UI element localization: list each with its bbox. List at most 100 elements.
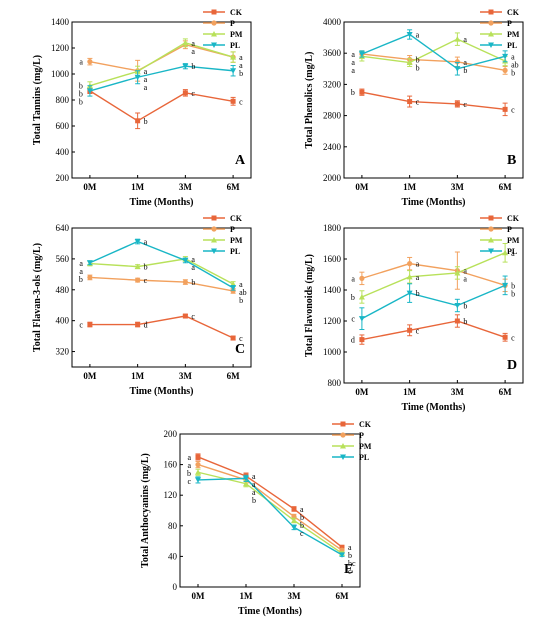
- legend-item-pm: PM: [203, 236, 243, 245]
- significance-letter: b: [191, 278, 195, 287]
- series-pm: [86, 255, 237, 287]
- panel-label: B: [507, 153, 516, 168]
- data-point: [230, 288, 236, 294]
- significance-letter: a: [239, 280, 243, 289]
- legend-item-pl: PL: [332, 453, 369, 462]
- x-tick-label: 0M: [83, 371, 97, 381]
- y-tick-label: 200: [164, 429, 178, 439]
- x-axis-title: Time (Months): [402, 197, 466, 208]
- legend-label: P: [230, 225, 235, 234]
- legend-label: P: [507, 225, 512, 234]
- series-pm: [358, 243, 509, 304]
- series-ck: [87, 87, 236, 130]
- data-point: [407, 261, 413, 267]
- series-line: [89, 240, 234, 289]
- series-line: [89, 42, 234, 87]
- series-line: [89, 276, 234, 292]
- data-point: [182, 279, 188, 285]
- data-point: [86, 260, 93, 266]
- data-point: [195, 469, 201, 475]
- significance-letter: b: [300, 521, 304, 530]
- significance-letter: b: [239, 69, 243, 78]
- legend-label: PL: [230, 247, 240, 256]
- data-point: [135, 118, 141, 124]
- data-point: [182, 313, 188, 319]
- y-tick-label: 3600: [323, 48, 342, 58]
- data-point: [291, 506, 297, 512]
- significance-letter: b: [191, 62, 195, 71]
- series-pl: [358, 275, 509, 331]
- significance-letter: b: [511, 289, 515, 298]
- series-pl: [195, 474, 345, 558]
- data-point: [87, 59, 93, 65]
- y-tick-label: 1600: [323, 254, 342, 264]
- x-tick-label: 1M: [131, 182, 145, 192]
- y-tick-label: 480: [56, 285, 70, 295]
- significance-letter: a: [416, 30, 420, 39]
- significance-letter: a: [144, 67, 148, 76]
- legend-marker: [488, 31, 494, 37]
- legend-marker: [488, 9, 494, 15]
- legend-item-pl: PL: [203, 41, 240, 50]
- y-tick-label: 800: [56, 95, 70, 105]
- significance-letter: a: [416, 273, 420, 282]
- legend-label: PL: [359, 453, 369, 462]
- significance-letter: c: [348, 567, 352, 576]
- data-point: [358, 293, 365, 300]
- data-point: [134, 239, 141, 245]
- legend-marker: [211, 9, 217, 15]
- series-ck: [359, 88, 508, 117]
- legend-item-pl: PL: [480, 41, 517, 50]
- plot-frame: [71, 227, 252, 368]
- y-tick-label: 40: [168, 551, 178, 561]
- x-tick-label: 3M: [451, 182, 465, 192]
- series-line: [361, 320, 506, 341]
- significance-letter: a: [511, 52, 515, 61]
- significance-letter: b: [463, 302, 467, 311]
- y-axis-title: Total Phenolics (mg/L): [304, 52, 315, 149]
- y-tick-label: 160: [164, 460, 178, 470]
- series-line: [361, 252, 506, 298]
- chart-panel-a: 200 400 600 800 1000 1200 1400 0M 1M 3M 6M Time (Mo…: [32, 8, 252, 208]
- data-point: [454, 66, 461, 72]
- series-pm: [86, 38, 237, 91]
- plot-frame: [179, 433, 361, 588]
- significance-letter: c: [416, 326, 420, 335]
- y-tick-label: 200: [56, 173, 70, 183]
- significance-letter: a: [144, 75, 148, 84]
- y-tick-label: 80: [168, 521, 178, 531]
- series-line: [361, 33, 506, 70]
- significance-letter: b: [79, 82, 83, 91]
- significance-letter: c: [191, 312, 195, 321]
- significance-letter: b: [463, 66, 467, 75]
- significance-letter: c: [300, 529, 304, 538]
- legend-marker: [488, 237, 494, 243]
- data-point: [195, 462, 201, 468]
- significance-letter: ab: [239, 288, 247, 297]
- significance-letter: a: [463, 35, 467, 44]
- legend-marker: [211, 248, 217, 254]
- data-point: [359, 275, 365, 281]
- data-point: [359, 337, 365, 343]
- data-point: [182, 63, 189, 70]
- significance-letter: c: [239, 97, 243, 106]
- legend-label: CK: [507, 8, 520, 17]
- significance-letter: b: [79, 98, 83, 107]
- data-point: [339, 544, 345, 550]
- legend-marker: [488, 20, 494, 26]
- series-line: [361, 91, 506, 111]
- x-tick-label: 1M: [403, 182, 417, 192]
- legend: CK P PM PL: [480, 214, 520, 256]
- significance-letter: c: [187, 477, 191, 486]
- series-p: [87, 274, 236, 294]
- data-point: [502, 334, 508, 340]
- data-point: [135, 322, 141, 328]
- significance-letter: d: [351, 336, 355, 345]
- data-point: [135, 277, 141, 283]
- legend-item-ck: CK: [480, 8, 520, 17]
- series-line: [361, 262, 506, 287]
- significance-letter: c: [511, 105, 515, 114]
- significance-letter: b: [416, 63, 420, 72]
- x-axis-title: Time (Months): [130, 386, 194, 397]
- legend-marker: [488, 248, 494, 254]
